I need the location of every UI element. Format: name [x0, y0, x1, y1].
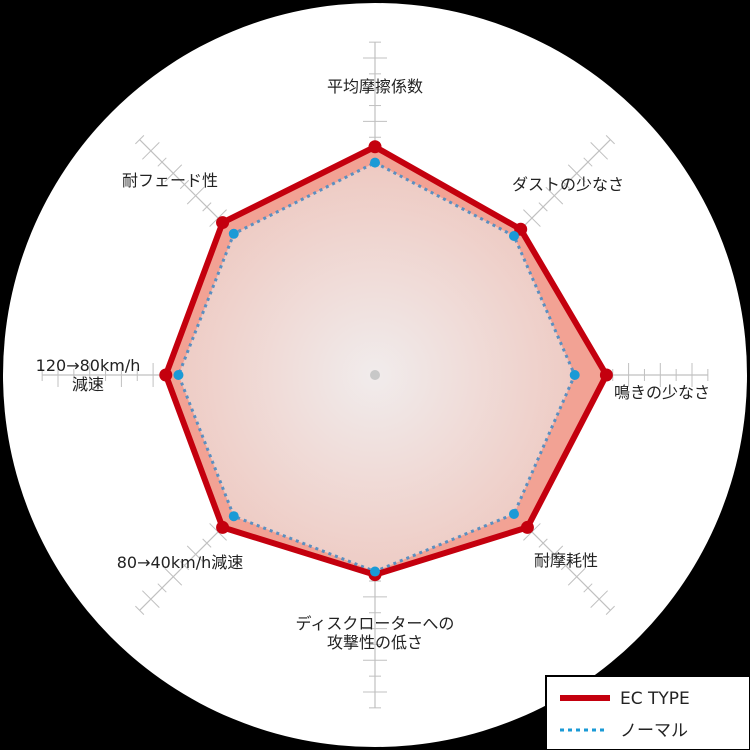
- axis-label-line: 耐フェード性: [122, 171, 218, 190]
- axis-label: ダストの少なさ: [512, 175, 624, 194]
- axis-label: 平均摩擦係数: [327, 77, 423, 96]
- axis-tick: [538, 202, 548, 212]
- axis-tick: [157, 157, 167, 167]
- axis-label-line: 鳴きの少なさ: [614, 383, 710, 402]
- axis-tick: [545, 186, 564, 205]
- normal-point: [173, 370, 184, 380]
- legend-label-normal: ノーマル: [620, 721, 688, 741]
- normal-point: [370, 157, 380, 168]
- axis-tick: [186, 186, 205, 205]
- normal-point: [228, 511, 239, 522]
- axis-tick: [560, 179, 571, 190]
- axis-tick: [605, 605, 615, 615]
- axis-tick: [179, 560, 190, 571]
- axis-tick: [538, 538, 548, 548]
- axis-label-line: 攻撃性の低さ: [327, 633, 423, 652]
- axis-tick: [186, 545, 205, 564]
- axis-label: 120→80km/h 減速: [36, 356, 141, 394]
- axis-tick: [523, 209, 541, 227]
- axis-tick: [545, 545, 564, 564]
- axis-tick: [560, 560, 571, 571]
- normal-point: [569, 370, 580, 380]
- ec-type-point: [216, 216, 230, 230]
- axis-label-line: ディスクローターへの: [296, 614, 455, 633]
- axis-tick: [164, 164, 183, 183]
- normal-area: [178, 162, 575, 572]
- axis-tick: [142, 142, 160, 160]
- axis-tick: [157, 583, 167, 593]
- axis-label-line: ダストの少なさ: [512, 175, 624, 194]
- axis-label: 耐摩耗性: [534, 551, 598, 570]
- normal-point: [228, 228, 239, 239]
- normal-point: [508, 508, 519, 519]
- axis-label-line: 平均摩擦係数: [327, 77, 423, 96]
- axis-tick: [135, 135, 145, 145]
- axis-label: 80→40km/h減速: [117, 553, 244, 572]
- ec-type-point: [520, 520, 534, 534]
- axis-label: 耐フェード性: [122, 171, 218, 190]
- axis-label-line: 耐摩耗性: [534, 551, 598, 570]
- ec-type-point: [159, 368, 173, 382]
- axis-tick: [567, 164, 586, 183]
- legend-label-ec-type: EC TYPE: [620, 689, 690, 709]
- axis-tick: [567, 567, 586, 586]
- axis-tick: [202, 538, 212, 548]
- legend: EC TYPE ノーマル: [545, 675, 750, 750]
- axis-label-line: 120→80km/h: [36, 356, 141, 375]
- normal-point: [370, 566, 380, 577]
- axis-tick: [590, 590, 608, 608]
- axis-tick: [583, 157, 593, 167]
- axis-label: 鳴きの少なさ: [614, 383, 710, 402]
- axis-tick: [142, 590, 160, 608]
- axis-tick: [135, 605, 145, 615]
- axis-label: ディスクローターへの攻撃性の低さ: [296, 614, 455, 652]
- axis-tick: [164, 567, 183, 586]
- axis-tick: [179, 179, 190, 190]
- ec-type-point: [599, 368, 613, 382]
- axis-tick: [590, 142, 608, 160]
- axis-tick: [583, 583, 593, 593]
- axis-tick: [605, 135, 615, 145]
- normal-point: [508, 231, 519, 242]
- ec-type-point: [368, 140, 382, 154]
- axis-label-line: 減速: [72, 375, 104, 394]
- axis-tick: [202, 202, 212, 212]
- axis-label-line: 80→40km/h減速: [117, 553, 244, 572]
- ec-type-point: [216, 520, 230, 534]
- center-point: [370, 370, 380, 380]
